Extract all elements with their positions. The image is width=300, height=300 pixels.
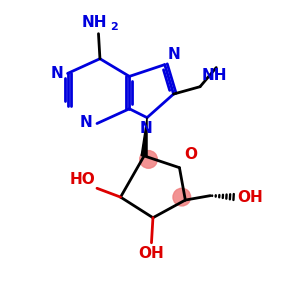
- Text: NH: NH: [202, 68, 227, 83]
- Text: 2: 2: [110, 22, 117, 32]
- Circle shape: [140, 151, 158, 168]
- Circle shape: [173, 188, 190, 206]
- Text: OH: OH: [237, 190, 262, 205]
- Text: OH: OH: [139, 246, 164, 261]
- Text: HO: HO: [70, 172, 95, 187]
- Text: N: N: [168, 47, 180, 62]
- Polygon shape: [141, 118, 147, 156]
- Text: N: N: [50, 66, 63, 81]
- Text: N: N: [80, 115, 93, 130]
- Text: NH: NH: [81, 15, 107, 30]
- Text: O: O: [185, 147, 198, 162]
- Text: N: N: [139, 121, 152, 136]
